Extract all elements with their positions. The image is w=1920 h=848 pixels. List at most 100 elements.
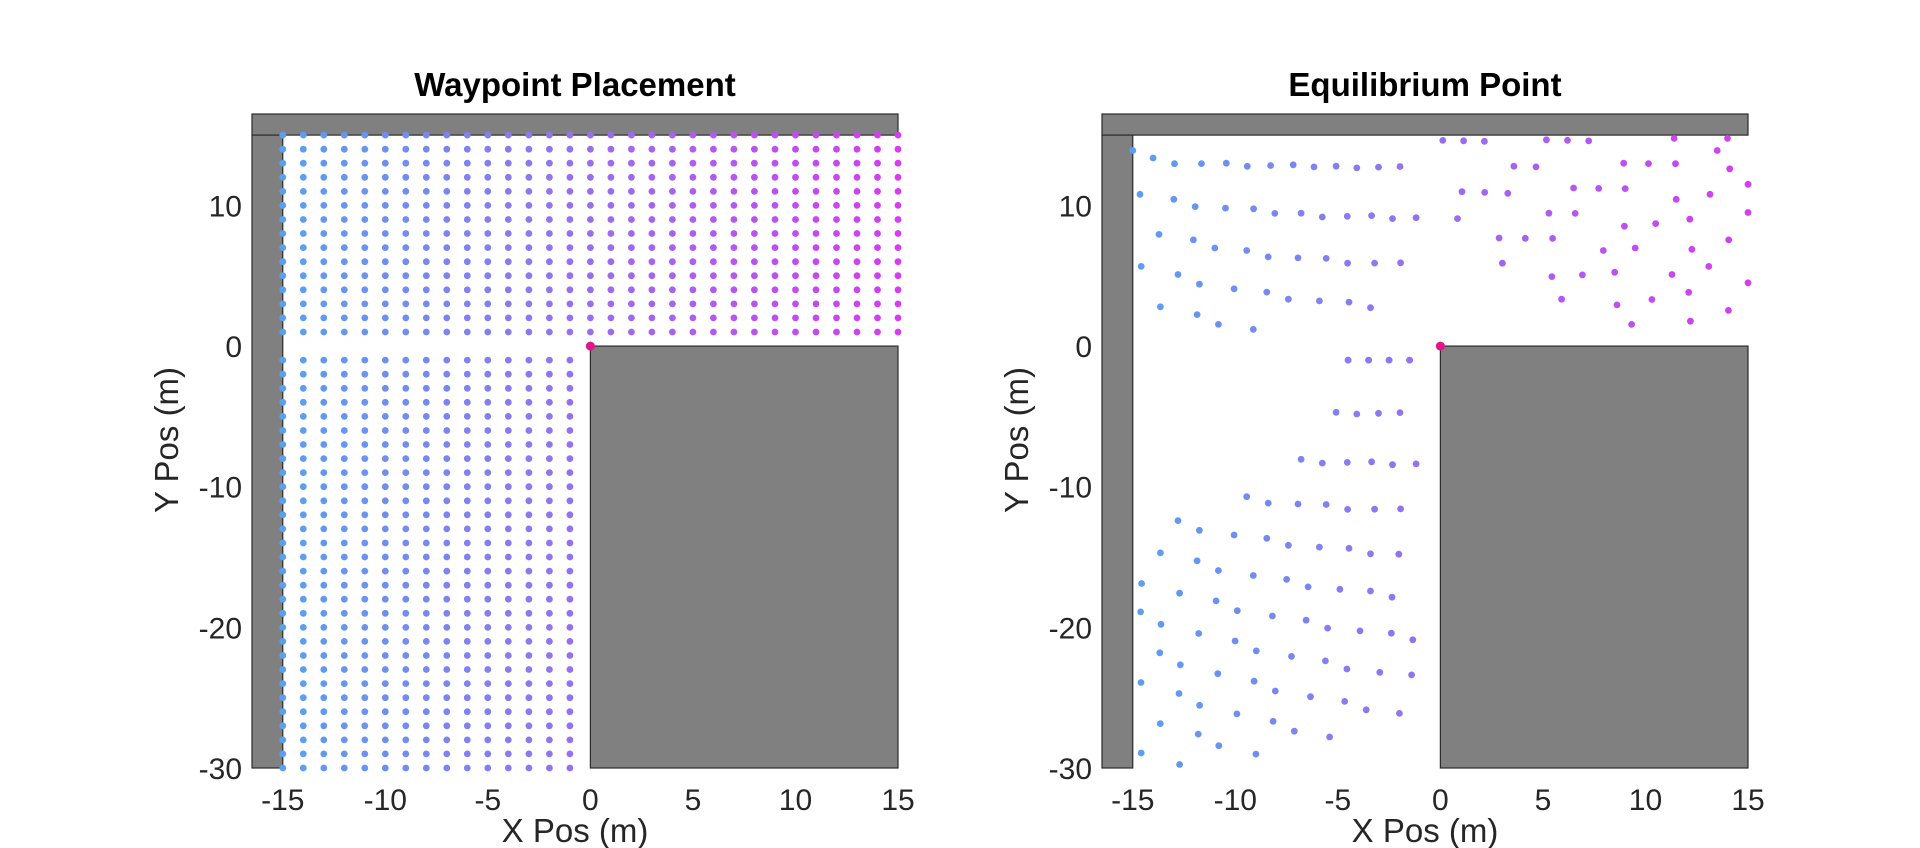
data-point: [1395, 550, 1403, 558]
data-point: [422, 244, 430, 252]
data-point: [361, 708, 369, 716]
data-point: [833, 300, 840, 308]
data-point: [751, 145, 758, 153]
data-point: [1249, 326, 1257, 333]
data-point: [1302, 616, 1310, 624]
data-point: [361, 539, 369, 547]
data-point: [320, 230, 328, 237]
data-point: [525, 286, 533, 294]
data-point: [402, 413, 410, 420]
data-point: [402, 539, 410, 547]
data-point: [1725, 307, 1732, 314]
data-point: [484, 230, 492, 237]
data-point: [443, 581, 451, 589]
data-point: [504, 230, 512, 237]
data-point: [546, 300, 553, 308]
data-point: [504, 188, 512, 195]
data-point: [381, 624, 389, 631]
data-point: [504, 131, 512, 139]
data-point: [361, 680, 369, 687]
data-point: [320, 441, 328, 448]
data-point: [484, 553, 492, 561]
data-point: [1388, 593, 1396, 601]
data-point: [1318, 213, 1326, 221]
data-point: [648, 328, 656, 336]
data-point: [402, 455, 410, 462]
data-point: [1343, 212, 1351, 220]
data-point: [402, 497, 410, 505]
data-point: [1157, 549, 1164, 557]
data-point: [689, 286, 697, 294]
data-point: [1156, 720, 1164, 727]
data-point: [443, 398, 451, 406]
data-point: [546, 525, 553, 533]
data-point: [279, 159, 287, 167]
data-point: [504, 553, 512, 561]
data-point: [402, 764, 410, 772]
data-point: [463, 370, 471, 378]
data-point: [812, 202, 820, 209]
data-point: [546, 173, 553, 181]
data-point: [422, 750, 430, 758]
data-point: [525, 666, 533, 673]
data-point: [422, 581, 430, 589]
data-point: [279, 188, 287, 195]
data-point: [648, 244, 656, 252]
data-point: [525, 694, 533, 702]
data-point: [463, 708, 471, 716]
data-point: [566, 652, 574, 659]
data-point: [443, 370, 451, 378]
data-point: [525, 680, 533, 687]
data-point: [361, 750, 369, 758]
data-point: [730, 286, 738, 294]
data-point: [689, 300, 697, 308]
data-point: [669, 258, 676, 266]
equilibrium-point-axes: Equilibrium Point -15 -10 -5 0 5 10 15 -30-20-…: [998, 66, 1765, 848]
data-point: [279, 216, 287, 223]
data-point: [1231, 637, 1239, 645]
y-tick-label: -10: [199, 472, 242, 505]
data-point: [525, 750, 533, 758]
data-point: [402, 356, 410, 364]
data-point: [874, 216, 881, 223]
data-point: [422, 455, 430, 462]
data-point: [463, 595, 471, 603]
data-point: [422, 286, 430, 294]
data-point: [443, 314, 451, 322]
data-point: [320, 300, 328, 308]
data-point: [607, 286, 615, 294]
data-point: [299, 595, 307, 603]
data-point: [1367, 587, 1374, 595]
data-point: [340, 750, 348, 758]
data-point: [566, 370, 574, 378]
data-point: [443, 539, 451, 547]
data-point: [443, 638, 451, 645]
data-point: [279, 652, 287, 659]
data-point: [340, 216, 348, 223]
data-point: [484, 258, 492, 266]
data-point: [484, 736, 492, 744]
data-point: [279, 680, 287, 687]
x-tick-label: 0: [1432, 784, 1449, 817]
data-point: [1171, 160, 1178, 168]
data-point: [422, 652, 430, 659]
data-point: [587, 202, 594, 209]
data-point: [525, 455, 533, 462]
data-point: [771, 131, 779, 139]
data-point: [751, 328, 758, 336]
data-point: [648, 188, 656, 195]
x-tick-label: -5: [1324, 784, 1351, 817]
data-point: [566, 609, 574, 617]
data-point: [361, 666, 369, 673]
data-point: [463, 581, 471, 589]
data-point: [546, 483, 553, 491]
data-point: [279, 708, 287, 716]
data-point: [546, 750, 553, 758]
data-point: [340, 708, 348, 716]
data-point: [381, 497, 389, 505]
data-point: [1269, 612, 1276, 620]
data-point: [546, 427, 553, 434]
y-axis-label: Y Pos (m): [148, 367, 185, 513]
data-point: [1458, 188, 1466, 196]
data-point: [402, 736, 410, 744]
